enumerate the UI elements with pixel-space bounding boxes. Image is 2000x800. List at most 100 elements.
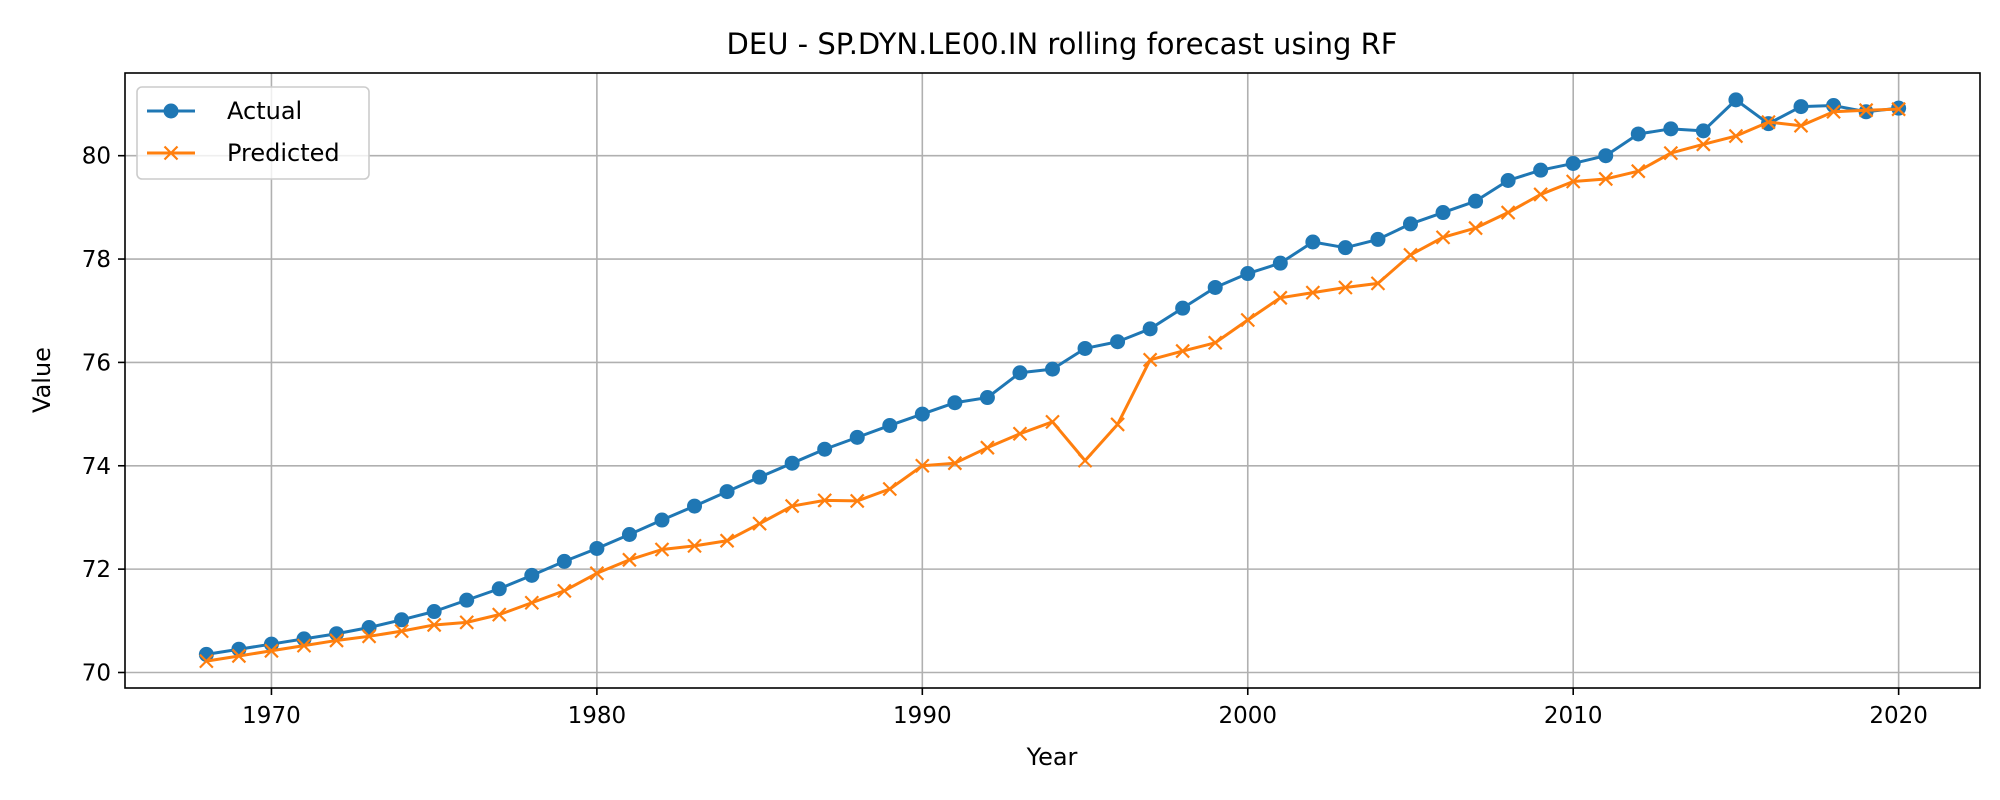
data-point-predicted — [361, 629, 377, 644]
y-tick-label: 80 — [82, 144, 111, 170]
series-line-actual — [206, 98, 1899, 656]
y-axis-label: Value — [28, 347, 56, 413]
data-point-actual — [914, 406, 930, 422]
data-point-actual — [979, 390, 995, 406]
y-tick-label: 70 — [82, 660, 111, 686]
data-point-actual — [621, 527, 637, 543]
data-point-predicted — [1338, 280, 1353, 295]
data-point-actual — [1468, 193, 1484, 209]
data-point-predicted — [784, 498, 800, 514]
data-point-predicted — [1826, 104, 1841, 120]
data-point-predicted — [1761, 114, 1776, 130]
data-point-actual — [687, 498, 703, 514]
data-point-actual — [1663, 121, 1679, 137]
data-point-predicted — [882, 481, 898, 497]
data-point-predicted — [1045, 414, 1060, 430]
data-point-predicted — [1110, 417, 1125, 432]
legend-label: Actual — [227, 97, 302, 125]
data-point-actual — [1337, 240, 1353, 256]
legend: Actual Predicted — [136, 86, 370, 180]
data-point-actual — [1045, 361, 1060, 377]
x-tick-label: 1990 — [893, 703, 952, 729]
y-tick-label: 76 — [82, 350, 111, 376]
data-point-predicted — [491, 607, 507, 622]
series-actual — [198, 92, 1907, 662]
data-point-predicted — [524, 595, 540, 611]
series-layer — [198, 92, 1907, 669]
data-point-actual — [882, 417, 898, 433]
data-point-actual — [1565, 155, 1581, 171]
data-point-predicted — [199, 653, 214, 669]
data-point-predicted — [980, 440, 995, 455]
data-point-predicted — [1598, 171, 1614, 187]
data-point-actual — [784, 455, 800, 471]
data-point-predicted — [1435, 230, 1451, 245]
legend-label: Predicted — [227, 139, 340, 167]
data-point-predicted — [296, 638, 312, 653]
x-tick-label: 1980 — [568, 703, 627, 729]
legend-entry-predicted: Predicted — [147, 139, 340, 167]
data-point-predicted — [1565, 174, 1581, 189]
data-point-predicted — [817, 493, 832, 508]
data-point-actual — [752, 469, 768, 485]
series-line-predicted — [206, 107, 1899, 663]
y-tick-label: 74 — [82, 454, 111, 480]
plot-frame — [124, 72, 1981, 689]
data-point-actual — [361, 620, 377, 636]
data-point-actual — [589, 540, 605, 556]
data-point-actual — [1012, 365, 1028, 381]
series-predicted — [199, 101, 1906, 669]
data-point-predicted — [622, 552, 637, 568]
grid-lines — [125, 73, 1980, 688]
data-point-predicted — [1631, 163, 1646, 179]
data-point-actual — [1435, 205, 1451, 221]
data-point-actual — [1175, 300, 1191, 316]
data-point-actual — [1728, 92, 1744, 108]
x-tick-label: 2020 — [1869, 703, 1928, 729]
data-point-predicted — [1305, 285, 1321, 300]
data-point-predicted — [687, 538, 702, 554]
data-point-actual — [459, 592, 475, 608]
data-point-predicted — [589, 565, 605, 581]
data-point-predicted — [1240, 312, 1256, 328]
data-point-predicted — [1858, 102, 1874, 118]
data-point-actual — [394, 612, 410, 628]
data-point-predicted — [1891, 101, 1906, 117]
data-point-actual — [1077, 340, 1093, 356]
data-point-predicted — [1468, 220, 1483, 236]
data-point-predicted — [1207, 335, 1223, 351]
data-point-predicted — [1012, 426, 1028, 442]
data-point-predicted — [264, 643, 279, 659]
data-point-predicted — [1500, 205, 1516, 220]
x-tick-label: 1970 — [242, 703, 301, 729]
data-point-predicted — [947, 455, 963, 471]
data-point-predicted — [231, 648, 247, 664]
data-point-predicted — [1793, 118, 1809, 133]
data-point-predicted — [394, 623, 409, 639]
data-point-actual — [1793, 99, 1809, 115]
chart-title: DEU - SP.DYN.LE00.IN rolling forecast us… — [727, 27, 1398, 61]
data-point-actual — [1402, 216, 1418, 232]
data-point-predicted — [1142, 352, 1158, 368]
data-point-predicted — [1370, 276, 1386, 291]
data-point-actual — [1142, 321, 1158, 337]
data-point-actual — [426, 604, 442, 620]
data-point-predicted — [426, 617, 442, 633]
data-point-predicted — [329, 633, 344, 648]
data-point-actual — [1630, 126, 1646, 142]
data-point-predicted — [915, 458, 930, 474]
data-point-actual — [1500, 172, 1516, 188]
data-point-actual — [1240, 266, 1256, 282]
data-point-predicted — [459, 615, 474, 630]
legend-entry-actual: Actual — [147, 97, 302, 125]
y-tick-label: 78 — [82, 247, 111, 273]
data-point-predicted — [1663, 145, 1679, 161]
data-point-predicted — [654, 542, 670, 557]
data-point-actual — [1598, 148, 1614, 164]
data-point-predicted — [557, 583, 572, 599]
legend-marker — [163, 103, 179, 119]
data-point-predicted — [1077, 453, 1093, 468]
data-point-actual — [491, 581, 507, 597]
